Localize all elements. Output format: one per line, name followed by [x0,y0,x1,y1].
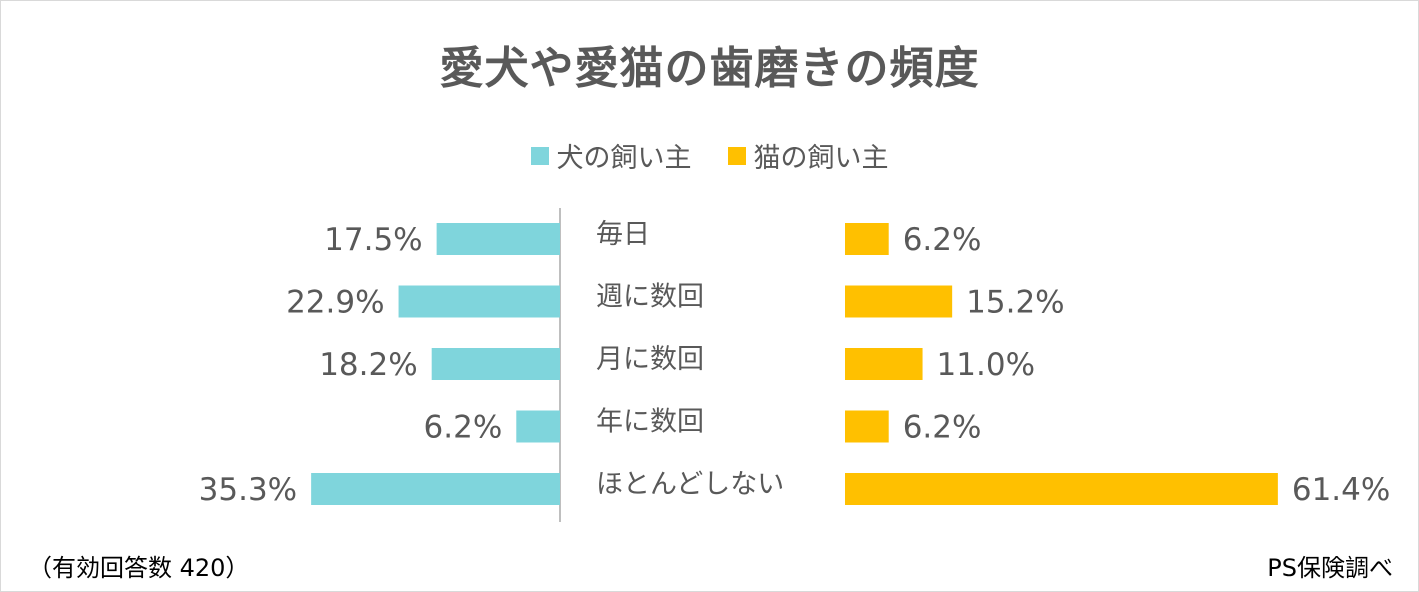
category-label-1: 週に数回 [596,282,704,313]
bar-dog-1 [398,285,560,318]
data-label-cat-4: 61.4% [1292,472,1390,508]
bar-cat-2 [845,348,923,380]
bar-cat-0 [845,223,889,255]
legend-swatch-cat [727,146,746,165]
legend: 犬の飼い主 猫の飼い主 [0,136,1419,175]
data-label-cat-1: 15.2% [966,285,1064,321]
bar-cat-1 [845,285,953,318]
footnote-source: PS保険調べ [1267,554,1393,582]
bar-cat-4 [845,473,1278,505]
data-label-dog-3: 6.2% [424,410,503,446]
data-label-dog-0: 17.5% [324,222,422,258]
data-label-dog-4: 35.3% [199,472,297,508]
data-label-dog-2: 18.2% [319,347,417,383]
category-label-3: 年に数回 [596,407,704,438]
bar-dog-3 [516,410,560,443]
data-label-cat-0: 6.2% [903,222,982,258]
legend-label-dog: 犬の飼い主 [556,143,692,174]
category-label-2: 月に数回 [596,344,704,375]
legend-item-dog: 犬の飼い主 [530,136,692,175]
legend-item-cat: 猫の飼い主 [727,136,889,175]
category-label-0: 毎日 [596,219,650,250]
bar-dog-0 [436,223,560,255]
chart-title: 愛犬や愛猫の歯磨きの頻度 [439,43,980,94]
data-label-cat-2: 11.0% [937,347,1035,383]
bar-cat-3 [845,410,889,443]
bar-dog-4 [311,473,560,505]
footnote-respondents: （有効回答数 420） [28,554,250,582]
bar-dog-2 [431,348,560,380]
legend-label-cat: 猫の飼い主 [753,143,889,174]
legend-swatch-dog [530,146,549,165]
data-label-cat-3: 6.2% [903,410,982,446]
data-label-dog-1: 22.9% [286,285,384,321]
category-label-4: ほとんどしない [596,469,784,500]
